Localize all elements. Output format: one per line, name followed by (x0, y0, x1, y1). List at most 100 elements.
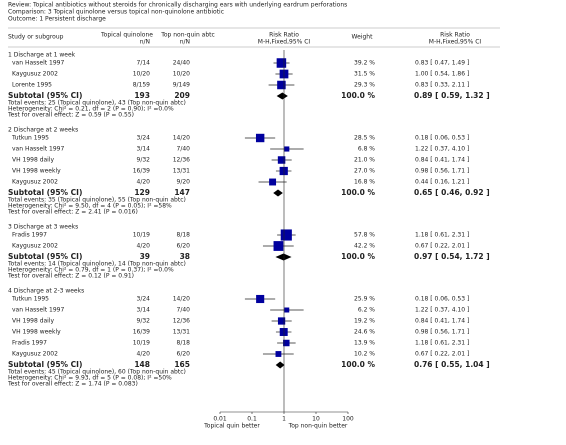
events-2: 12/36 (173, 157, 190, 164)
events-1: 8/159 (133, 82, 150, 89)
subtotal-weight: 100.0 % (341, 360, 375, 369)
subtotal-diamond (273, 189, 283, 197)
weight: 16.8 % (354, 179, 375, 186)
events-2: 9/149 (173, 82, 190, 89)
effect: 1.00 [ 0.54, 1.86 ] (415, 71, 469, 78)
note: Heterogeneity: Chi² = 9.50, df = 4 (P = … (8, 203, 172, 210)
col-effect-method: M-H,Fixed,95% CI (429, 39, 482, 46)
subtotal-n2: 209 (174, 91, 190, 100)
subtotal-effect: 0.89 [ 0.59, 1.32 ] (414, 91, 490, 100)
subtotal-label: Subtotal (95% CI) (8, 360, 82, 369)
effect: 1.18 [ 0.61, 2.31 ] (415, 340, 469, 347)
subtotal-label: Subtotal (95% CI) (8, 252, 82, 261)
events-2: 13/31 (173, 329, 190, 336)
weight: 39.2 % (354, 60, 375, 67)
events-1: 16/39 (133, 168, 150, 175)
weight: 29.3 % (354, 82, 375, 89)
events-2: 10/20 (173, 71, 190, 78)
study-marker (283, 339, 290, 347)
events-2: 13/31 (173, 168, 190, 175)
study-name: Kaygusuz 2002 (12, 71, 58, 78)
study-name: Kaygusuz 2002 (12, 179, 58, 186)
events-1: 3/24 (137, 135, 151, 142)
tick-label: 10 (312, 416, 320, 423)
effect: 1.22 [ 0.37, 4.10 ] (415, 307, 469, 314)
events-1: 4/20 (137, 179, 151, 186)
tick-label: 0.01 (213, 416, 227, 423)
events-2: 9/20 (177, 179, 191, 186)
effect: 0.98 [ 0.56, 1.71 ] (415, 329, 469, 336)
col-effect: Risk Ratio (440, 32, 470, 39)
subtotal-n1: 129 (134, 188, 150, 197)
events-2: 24/40 (173, 60, 190, 67)
note: Total events: 25 (Topical quinolone), 43… (7, 100, 186, 107)
col-plot-method: M-H,Fixed,95% CI (258, 39, 311, 46)
outcome: Outcome: 1 Persistent discharge (8, 16, 106, 23)
note: Heterogeneity: Chi² = 0.21, df = 2 (P = … (8, 106, 174, 113)
events-2: 6/20 (177, 243, 191, 250)
weight: 19.2 % (354, 318, 375, 325)
tick-label: 100 (342, 416, 354, 423)
subtotal-weight: 100.0 % (341, 252, 375, 261)
effect: 0.18 [ 0.06, 0.53 ] (415, 135, 469, 142)
group-title: 1 Discharge at 1 week (8, 52, 76, 59)
note: Total events: 35 (Topical quinolone), 55… (7, 197, 186, 204)
subtotal-diamond (275, 361, 285, 369)
study-marker (276, 58, 287, 68)
col-weight: Weight (352, 34, 374, 41)
subtotal-label: Subtotal (95% CI) (8, 188, 82, 197)
effect: 0.84 [ 0.41, 1.74 ] (415, 157, 469, 164)
events-1: 10/19 (133, 232, 150, 239)
review: Review: Topical antibiotics without ster… (8, 2, 347, 9)
subtotal-label: Subtotal (95% CI) (8, 91, 82, 100)
effect: 0.18 [ 0.06, 0.53 ] (415, 296, 469, 303)
study-name: van Hasselt 1997 (12, 60, 64, 67)
study-name: VH 1998 weekly (12, 168, 61, 175)
study-marker (277, 80, 286, 90)
study-marker (277, 317, 286, 325)
tick-label: 1 (282, 416, 286, 423)
col-plot: Risk Ratio (269, 32, 299, 39)
subtotal-n1: 148 (134, 360, 150, 369)
events-1: 4/20 (137, 351, 151, 358)
weight: 25.9 % (354, 296, 375, 303)
events-2: 14/20 (173, 296, 190, 303)
subtotal-effect: 0.76 [ 0.55, 1.04 ] (414, 360, 490, 369)
subtotal-effect: 0.97 [ 0.54, 1.72 ] (414, 252, 490, 261)
group-title: 2 Discharge at 2 weeks (8, 127, 78, 134)
study-marker (284, 146, 290, 152)
weight: 42.2 % (354, 243, 375, 250)
weight: 6.8 % (358, 146, 375, 153)
comparison: Comparison: 3 Topical quinolone versus t… (8, 9, 224, 16)
events-1: 4/20 (137, 243, 151, 250)
study-marker (256, 294, 265, 304)
weight: 27.0 % (354, 168, 375, 175)
study-marker (277, 156, 286, 164)
note: Heterogeneity: Chi² = 9.93, df = 5 (P = … (8, 375, 172, 382)
study-name: van Hasselt 1997 (12, 146, 64, 153)
weight: 31.5 % (354, 71, 375, 78)
subtotal-effect: 0.65 [ 0.46, 0.92 ] (414, 188, 490, 197)
right-label: Top non-quin better (288, 423, 348, 430)
study-name: Kaygusuz 2002 (12, 351, 58, 358)
subtotal-n2: 38 (180, 252, 190, 261)
subtotal-n1: 193 (134, 91, 150, 100)
study-name: Lorente 1995 (12, 82, 52, 89)
events-1: 9/32 (137, 157, 151, 164)
subtotal-weight: 100.0 % (341, 188, 375, 197)
effect: 1.18 [ 0.61, 2.31 ] (415, 232, 469, 239)
col-group2-unit: n/N (180, 39, 190, 46)
study-marker (269, 178, 277, 186)
effect: 0.83 [ 0.47, 1.49 ] (415, 60, 469, 67)
note: Heterogeneity: Chi² = 0.79, df = 1 (P = … (8, 267, 174, 274)
subtotal-n2: 165 (174, 360, 190, 369)
events-2: 6/20 (177, 351, 191, 358)
weight: 10.2 % (354, 351, 375, 358)
weight: 21.0 % (354, 157, 375, 164)
events-1: 10/19 (133, 340, 150, 347)
weight: 6.2 % (358, 307, 375, 314)
study-name: Tutkun 1995 (11, 135, 49, 142)
study-name: Fradis 1997 (12, 232, 47, 239)
study-name: VH 1998 weekly (12, 329, 61, 336)
